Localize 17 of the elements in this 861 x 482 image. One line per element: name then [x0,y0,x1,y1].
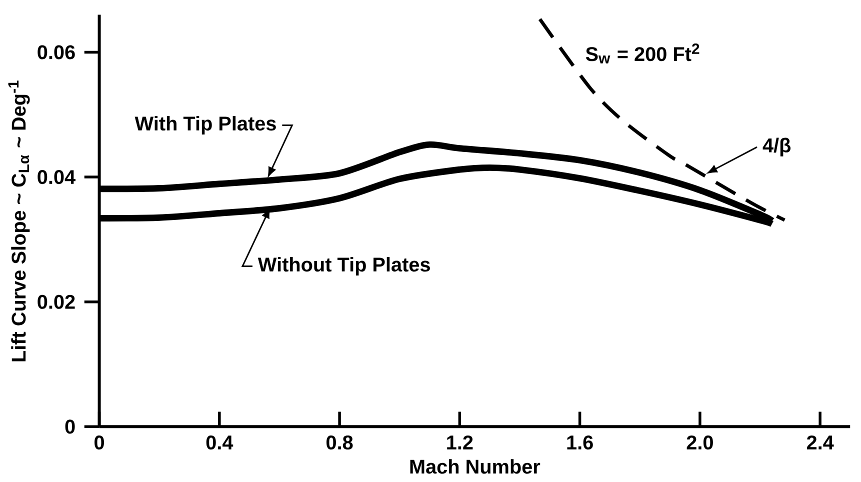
annotation: 4/β [762,138,791,156]
y-tick-label: 0.02 [38,294,75,309]
x-tick-label: 0 [94,435,104,450]
x-tick-label: 1.2 [447,435,473,450]
x-tick-label: 2.0 [686,435,713,450]
x-tick-label: 0.4 [206,435,234,450]
annotation: S$_{w}$ = 200 Ft$^{2}$ [586,44,700,64]
y-axis-title: Lift Curve Slope ~ C$_{Lα}$ ~ Deg$^{-1}$ [8,80,30,362]
x-tick-label: 1.6 [567,435,593,450]
annotation: Without Tip Plates [258,257,430,276]
y-tick-label: 0.04 [38,170,76,184]
y-tick-label: 0.06 [38,45,75,60]
x-tick-label: 0.8 [326,435,353,450]
annotation: With Tip Plates [134,116,276,135]
x-tick-label: 2.4 [806,435,834,450]
y-tick-label: 0 [65,420,75,434]
x-axis-title: Mach Number [410,459,540,474]
